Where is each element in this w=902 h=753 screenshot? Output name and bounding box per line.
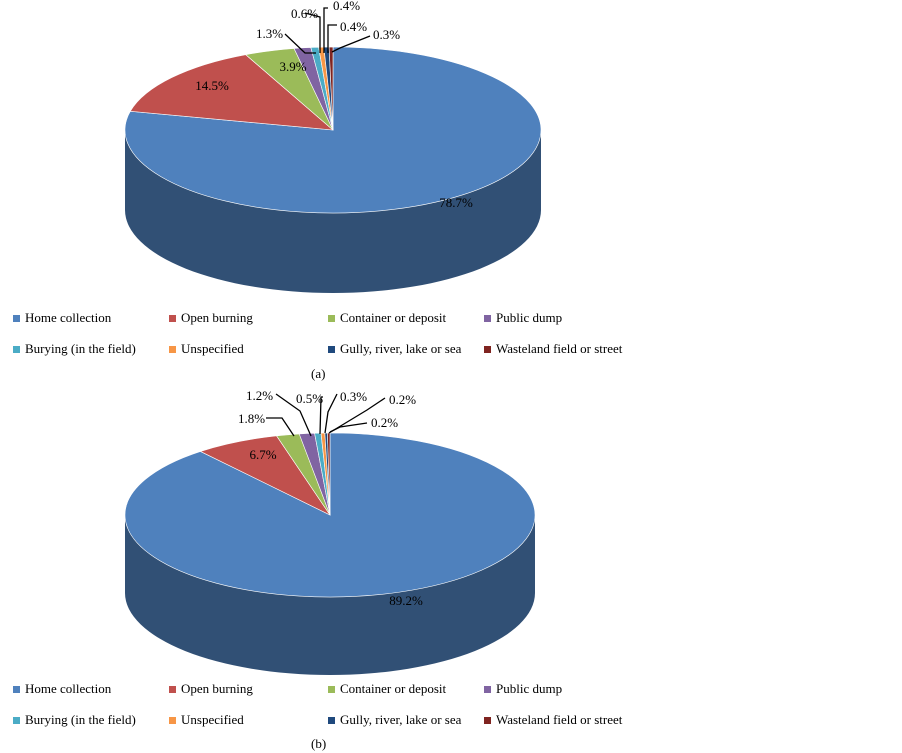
legend-item-unspecified: Unspecified: [169, 340, 244, 358]
legend-item-burying-in-the-field: Burying (in the field): [13, 340, 136, 358]
legend-label: Public dump: [496, 310, 563, 325]
legend-item-home-collection: Home collection: [13, 309, 111, 327]
legend-swatch: [13, 345, 20, 353]
legend-label: Wasteland field or street: [496, 341, 623, 356]
chart-b-data-label-container-or-deposit: 1.8%: [238, 411, 265, 426]
chart-b-leader-line-burying-in-the-field: [319, 396, 323, 435]
caption-b: (b): [311, 736, 327, 751]
caption-a: (a): [311, 366, 326, 381]
chart-b-leader-line-container-or-deposit: [266, 417, 295, 437]
legend-item-public-dump: Public dump: [484, 680, 562, 698]
legend-item-container-or-deposit: Container or deposit: [328, 680, 446, 698]
legend-label: Burying (in the field): [25, 341, 136, 356]
chart-a-data-label-burying-in-the-field: 0.6%: [291, 6, 318, 21]
legend-label: Unspecified: [181, 712, 244, 727]
legend-item-home-collection: Home collection: [13, 680, 111, 698]
legend-label: Gully, river, lake or sea: [340, 341, 462, 356]
legend-item-wasteland-field-or-street: Wasteland field or street: [484, 340, 622, 358]
legend-swatch: [328, 345, 335, 353]
chart-b-leader-line-wasteland-field-or-street: [329, 422, 368, 433]
legend-label: Burying (in the field): [25, 712, 136, 727]
chart-a-leader-line-public-dump: [284, 33, 316, 54]
chart-a-data-label-open-burning: 14.5%: [195, 78, 229, 93]
legend-label: Public dump: [496, 681, 563, 696]
legend-swatch: [484, 716, 491, 724]
legend-item-open-burning: Open burning: [169, 309, 253, 327]
legend-item-wasteland-field-or-street: Wasteland field or street: [484, 711, 622, 729]
chart-a-side-home-collection: [125, 130, 541, 293]
legend-label: Open burning: [181, 681, 253, 696]
legend-swatch: [169, 345, 176, 353]
legend-a: Home collection Open burning Container or …: [0, 309, 680, 369]
legend-item-open-burning: Open burning: [169, 680, 253, 698]
legend-label: Open burning: [181, 310, 253, 325]
chart-a-leader-line-wasteland-field-or-street: [331, 35, 371, 53]
chart-a-data-label-home-collection: 78.7%: [439, 195, 473, 210]
legend-swatch: [13, 314, 20, 322]
legend-label: Wasteland field or street: [496, 712, 623, 727]
chart-a-slice-wasteland-field-or-street: [328, 46, 334, 131]
legend-swatch: [169, 314, 176, 322]
legend-item-public-dump: Public dump: [484, 309, 562, 327]
legend-swatch: [328, 685, 335, 693]
chart-a-data-label-container-or-deposit: 3.9%: [279, 59, 306, 74]
legend-item-container-or-deposit: Container or deposit: [328, 309, 446, 327]
legend-item-unspecified: Unspecified: [169, 711, 244, 729]
legend-label: Container or deposit: [340, 681, 447, 696]
chart-a-data-label-public-dump: 1.3%: [256, 26, 283, 41]
chart-a-data-label-unspecified: 0.4%: [333, 0, 360, 13]
legend-swatch: [484, 314, 491, 322]
legend-swatch: [484, 685, 491, 693]
legend-item-gully-river-lake-or-sea: Gully, river, lake or sea: [328, 711, 461, 729]
chart-a-data-label-wasteland-field-or-street: 0.3%: [373, 27, 400, 42]
legend-swatch: [169, 716, 176, 724]
legend-swatch: [169, 685, 176, 693]
legend-swatch: [13, 685, 20, 693]
legend-swatch: [328, 716, 335, 724]
legend-label: Home collection: [25, 681, 112, 696]
legend-swatch: [328, 314, 335, 322]
chart-a-slice-open-burning: [129, 54, 334, 131]
legend-swatch: [484, 345, 491, 353]
chart-b-data-label-open-burning: 6.7%: [249, 447, 276, 462]
legend-b: Home collection Open burning Container or …: [0, 680, 680, 740]
chart-b-data-label-wasteland-field-or-street: 0.2%: [371, 415, 398, 430]
chart-a-leader-line-unspecified: [323, 7, 328, 53]
legend-item-gully-river-lake-or-sea: Gully, river, lake or sea: [328, 340, 461, 358]
chart-b-data-label-public-dump: 1.2%: [246, 388, 273, 403]
legend-item-burying-in-the-field: Burying (in the field): [13, 711, 136, 729]
legend-swatch: [13, 716, 20, 724]
legend-label: Unspecified: [181, 341, 244, 356]
chart-b-data-label-unspecified: 0.3%: [340, 389, 367, 404]
chart-a-leader-line-gully-river-lake-or-sea: [327, 24, 337, 53]
chart-b-leader-line-public-dump: [275, 393, 312, 437]
legend-label: Home collection: [25, 310, 112, 325]
legend-label: Container or deposit: [340, 310, 447, 325]
chart-a-slice-home-collection: [124, 46, 542, 214]
chart-b-data-label-gully-river-lake-or-sea: 0.2%: [389, 392, 416, 407]
chart-b-data-label-burying-in-the-field: 0.5%: [296, 391, 323, 406]
chart-a-leader-line-burying-in-the-field: [304, 12, 321, 53]
chart-a-data-label-gully-river-lake-or-sea: 0.4%: [340, 19, 367, 34]
chart-b-leader-line-gully-river-lake-or-sea: [328, 397, 386, 434]
chart-b-data-label-home-collection: 89.2%: [389, 593, 423, 608]
chart-b-leader-line-unspecified: [324, 393, 338, 434]
chart-b-side-home-collection: [125, 515, 535, 675]
legend-label: Gully, river, lake or sea: [340, 712, 462, 727]
